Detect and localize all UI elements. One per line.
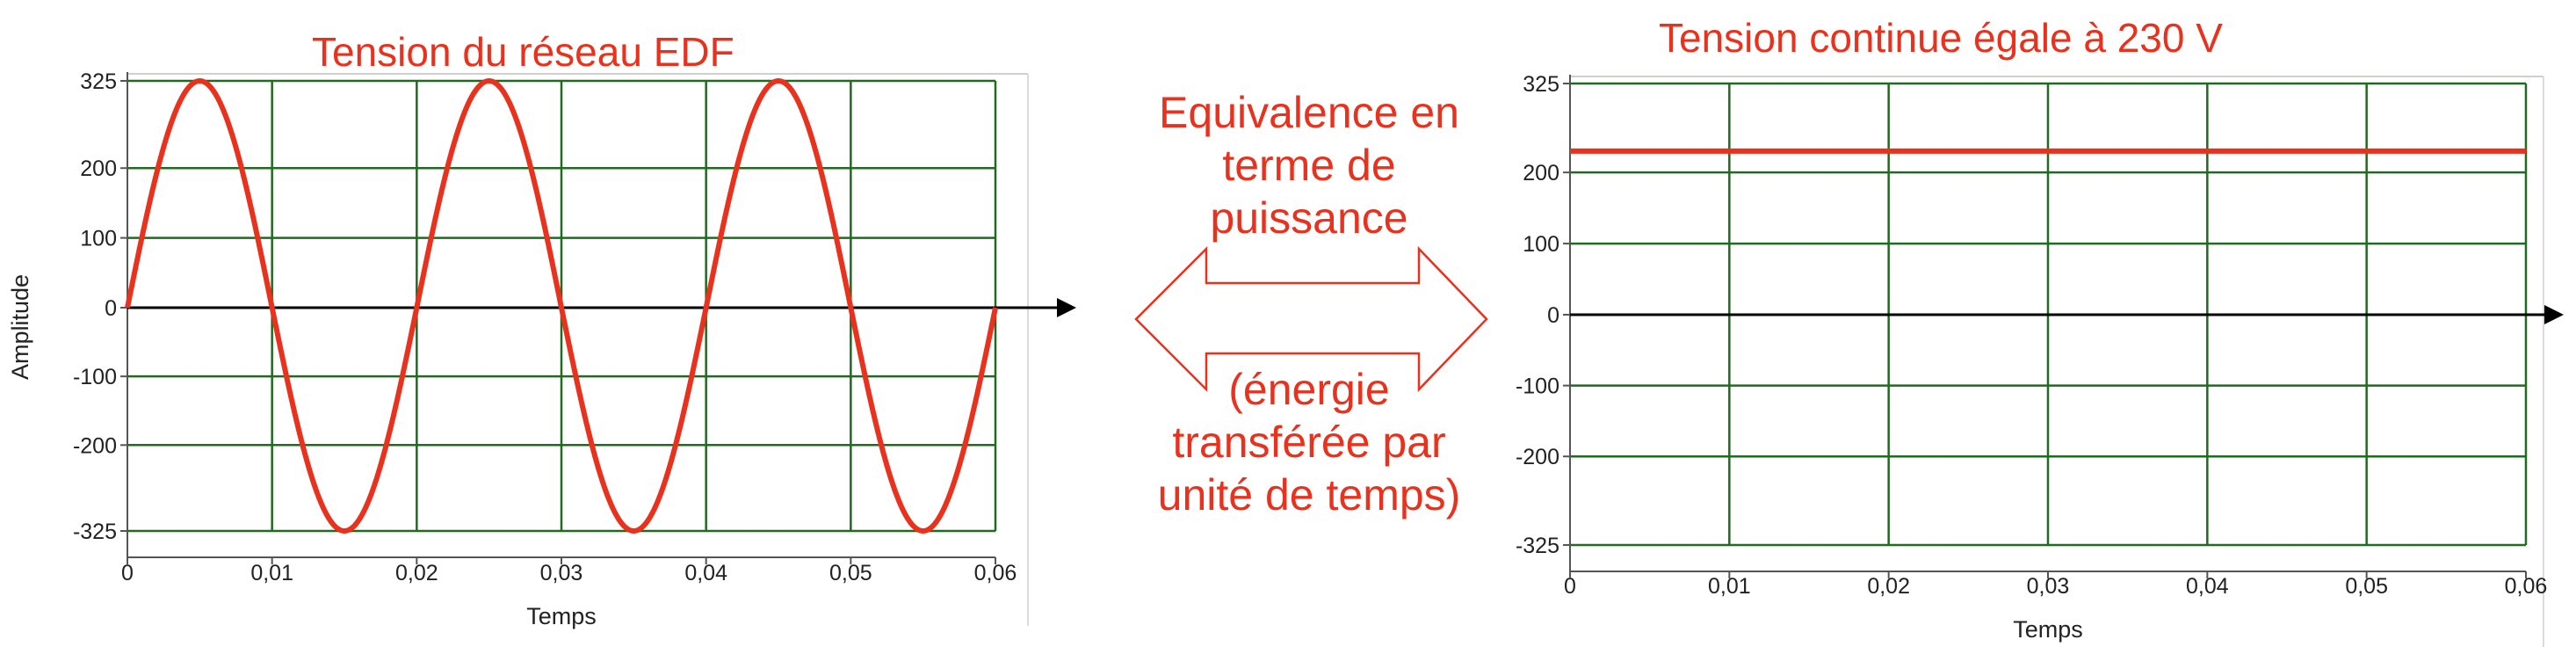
- x-tick-label: 0,05: [829, 561, 872, 585]
- y-tick-label: 0: [105, 296, 117, 321]
- x-tick-label: 0: [121, 561, 134, 585]
- y-tick-label: -325: [73, 520, 117, 544]
- double-arrow-shape: [1134, 245, 1488, 393]
- y-tick-label: -325: [1516, 534, 1559, 558]
- x-tick-label: 0: [1564, 574, 1576, 599]
- equivalence-line-1: Equivalence en: [1159, 88, 1459, 137]
- y-tick-label: 200: [1523, 161, 1559, 185]
- y-tick-label: -200: [1516, 445, 1559, 469]
- x-axis-title: Temps: [2013, 616, 2083, 643]
- double-arrow: [1134, 245, 1488, 393]
- y-tick-label: 200: [80, 156, 117, 181]
- series-line: [125, 78, 998, 534]
- time-axis-arrowhead: [2544, 305, 2564, 324]
- right-chart-title: Tension continue égale à 230 V: [1659, 15, 2223, 61]
- y-tick-label: 100: [80, 227, 117, 251]
- x-tick-label: 0,04: [684, 561, 727, 585]
- x-tick-label: 0,03: [540, 561, 583, 585]
- y-axis-title: Amplitude: [7, 274, 33, 380]
- energy-line-1: (énergie: [1228, 365, 1390, 414]
- y-tick-label: -200: [73, 433, 117, 458]
- y-tick-label: 0: [1547, 303, 1559, 328]
- energy-line-3: unité de temps): [1157, 470, 1461, 520]
- x-tick-label: 0,02: [395, 561, 438, 585]
- energy-line-2: transférée par: [1172, 418, 1446, 467]
- y-tick-label: 100: [1523, 232, 1559, 257]
- y-tick-label: 325: [1523, 72, 1559, 97]
- y-tick-label: 325: [80, 69, 117, 94]
- y-tick-label: -100: [1516, 374, 1559, 399]
- energy-note: (énergie transférée par unité de temps): [1107, 363, 1511, 521]
- x-tick-label: 0,06: [974, 561, 1017, 585]
- x-axis-title: Temps: [526, 603, 597, 629]
- y-tick-label: -100: [73, 365, 117, 389]
- equivalence-line-3: puissance: [1210, 193, 1408, 243]
- x-tick-label: 0,01: [250, 561, 293, 585]
- time-axis-arrowhead: [1057, 298, 1076, 317]
- left-chart-title: Tension du réseau EDF: [312, 29, 734, 75]
- equivalence-label: Equivalence en terme de puissance: [1116, 86, 1502, 244]
- equivalence-line-2: terme de: [1222, 141, 1396, 190]
